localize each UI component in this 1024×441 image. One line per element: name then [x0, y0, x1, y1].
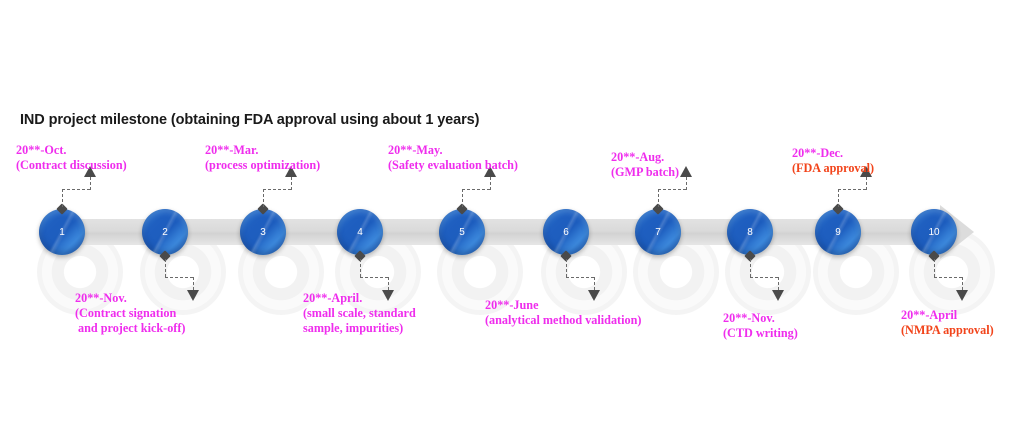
milestone-detail: (Safety evaluation batch) [388, 158, 518, 172]
connector-segment [962, 277, 963, 290]
milestone-date: 20**-Dec. [792, 146, 844, 160]
milestone-detail: (analytical method validation) [485, 313, 642, 327]
arrow-up-icon [680, 166, 692, 177]
milestone-node-8[interactable]: 8 [727, 209, 773, 255]
connector-segment [686, 177, 687, 190]
arrow-down-icon [956, 290, 968, 301]
page-title: IND project milestone (obtaining FDA app… [20, 112, 480, 128]
milestone-date: 20**-Mar. [205, 143, 259, 157]
milestone-node-number: 3 [260, 226, 266, 238]
milestone-date: 20**-May. [388, 143, 443, 157]
milestone-date: 20**-Oct. [16, 143, 67, 157]
milestone-node-number: 2 [162, 226, 168, 238]
milestone-label-10: 20**-April (NMPA approval) [901, 308, 994, 338]
connector-segment [462, 189, 463, 207]
connector-segment [778, 277, 779, 290]
connector-segment [360, 259, 361, 277]
milestone-node-9[interactable]: 9 [815, 209, 861, 255]
timeline-bar [58, 219, 958, 245]
milestone-label-4: 20**-April. (small scale, standard sample… [303, 291, 416, 336]
milestone-detail: (Contract signation and project kick-off… [75, 306, 186, 335]
milestone-label-8: 20**-Nov. (CTD writing) [723, 311, 798, 341]
milestone-label-6: 20**-June (analytical method validation) [485, 298, 641, 328]
milestone-label-1: 20**-Oct. (Contract discussion) [16, 143, 127, 173]
milestone-node-number: 8 [747, 226, 753, 238]
milestone-node-4[interactable]: 4 [337, 209, 383, 255]
connector-segment [658, 189, 686, 190]
connector-segment [263, 189, 264, 207]
milestone-node-number: 10 [928, 226, 940, 238]
milestone-node-7[interactable]: 7 [635, 209, 681, 255]
milestone-date: 20**-Aug. [611, 150, 665, 164]
milestone-label-2: 20**-Nov. (Contract signation and project… [75, 291, 185, 336]
connector-segment [263, 189, 291, 190]
connector-segment [193, 277, 194, 290]
milestone-label-7: 20**-Aug. (GMP batch) [611, 150, 679, 180]
milestone-date: 20**-April. [303, 291, 363, 305]
connector-segment [866, 177, 867, 190]
milestone-date: 20**-Nov. [723, 311, 775, 325]
connector-segment [165, 277, 193, 278]
milestone-label-9: 20**-Dec. (FDA approval) [792, 146, 874, 176]
connector-segment [388, 277, 389, 290]
milestone-node-10[interactable]: 10 [911, 209, 957, 255]
connector-segment [566, 259, 567, 277]
milestone-date: 20**-June [485, 298, 539, 312]
connector-segment [658, 189, 659, 207]
milestone-label-5: 20**-May. (Safety evaluation batch) [388, 143, 518, 173]
milestone-node-number: 7 [655, 226, 661, 238]
connector-segment [934, 259, 935, 277]
milestone-detail: (NMPA approval) [901, 323, 994, 337]
milestone-date: 20**-April [901, 308, 958, 322]
milestone-node-number: 5 [459, 226, 465, 238]
milestone-date: 20**-Nov. [75, 291, 127, 305]
milestone-node-2[interactable]: 2 [142, 209, 188, 255]
milestone-node-5[interactable]: 5 [439, 209, 485, 255]
connector-segment [934, 277, 962, 278]
milestone-detail: (FDA approval) [792, 161, 875, 175]
milestone-detail: (Contract discussion) [16, 158, 127, 172]
milestone-detail: (process optimization) [205, 158, 321, 172]
connector-segment [490, 177, 491, 190]
connector-segment [838, 189, 866, 190]
arrow-down-icon [772, 290, 784, 301]
milestone-node-number: 6 [563, 226, 569, 238]
connector-segment [62, 189, 90, 190]
milestone-node-number: 9 [835, 226, 841, 238]
connector-segment [462, 189, 490, 190]
milestone-detail: (CTD writing) [723, 326, 798, 340]
milestone-node-6[interactable]: 6 [543, 209, 589, 255]
connector-segment [566, 277, 594, 278]
connector-segment [360, 277, 388, 278]
arrow-down-icon [187, 290, 199, 301]
connector-segment [750, 259, 751, 277]
connector-segment [838, 189, 839, 207]
milestone-node-1[interactable]: 1 [39, 209, 85, 255]
milestone-node-number: 4 [357, 226, 363, 238]
connector-segment [291, 177, 292, 190]
connector-segment [62, 189, 63, 207]
connector-segment [594, 277, 595, 290]
milestone-detail: (small scale, standard sample, impuritie… [303, 306, 416, 335]
milestone-node-number: 1 [59, 226, 65, 238]
connector-segment [90, 177, 91, 190]
milestone-label-3: 20**-Mar. (process optimization) [205, 143, 320, 173]
connector-segment [750, 277, 778, 278]
milestone-detail: (GMP batch) [611, 165, 680, 179]
connector-segment [165, 259, 166, 277]
milestone-node-3[interactable]: 3 [240, 209, 286, 255]
